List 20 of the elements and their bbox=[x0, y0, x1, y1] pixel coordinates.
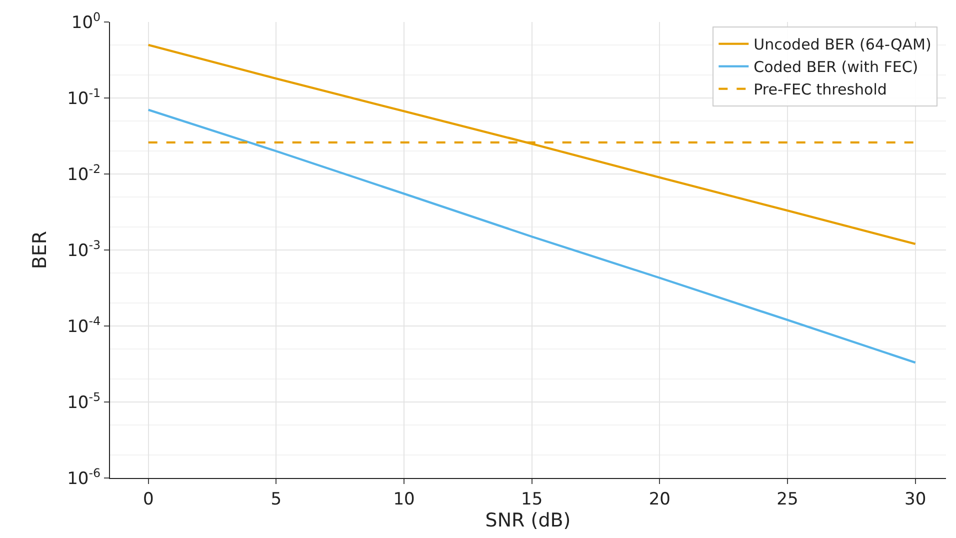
y-tick-label: 10$^{-4}$ bbox=[67, 314, 101, 337]
x-tick-label: 20 bbox=[648, 489, 670, 510]
y-tick-label: 10$^{-1}$ bbox=[67, 86, 101, 109]
legend-label: Coded BER (with FEC) bbox=[754, 58, 918, 76]
x-tick-label: 15 bbox=[521, 489, 543, 510]
x-tick-label: 30 bbox=[904, 489, 926, 510]
y-tick-label: 10$^{-2}$ bbox=[67, 162, 101, 185]
legend-label: Pre-FEC threshold bbox=[754, 80, 887, 99]
y-tick-label: 10$^{-6}$ bbox=[67, 466, 101, 489]
x-tick-label: 25 bbox=[776, 489, 798, 510]
x-tick-label: 0 bbox=[142, 489, 154, 510]
x-tick-label: 5 bbox=[270, 489, 282, 510]
y-tick-label: 10$^{-5}$ bbox=[67, 390, 101, 413]
legend-label: Uncoded BER (64-QAM) bbox=[754, 36, 932, 54]
y-axis-title: BER bbox=[28, 230, 51, 270]
x-axis-title: SNR (dB) bbox=[485, 509, 571, 532]
x-tick-label: 10 bbox=[393, 489, 415, 510]
y-tick-label: 10$^{-3}$ bbox=[67, 238, 101, 261]
line-series bbox=[147, 108, 916, 364]
y-tick-label: 10$^{0}$ bbox=[71, 10, 101, 33]
